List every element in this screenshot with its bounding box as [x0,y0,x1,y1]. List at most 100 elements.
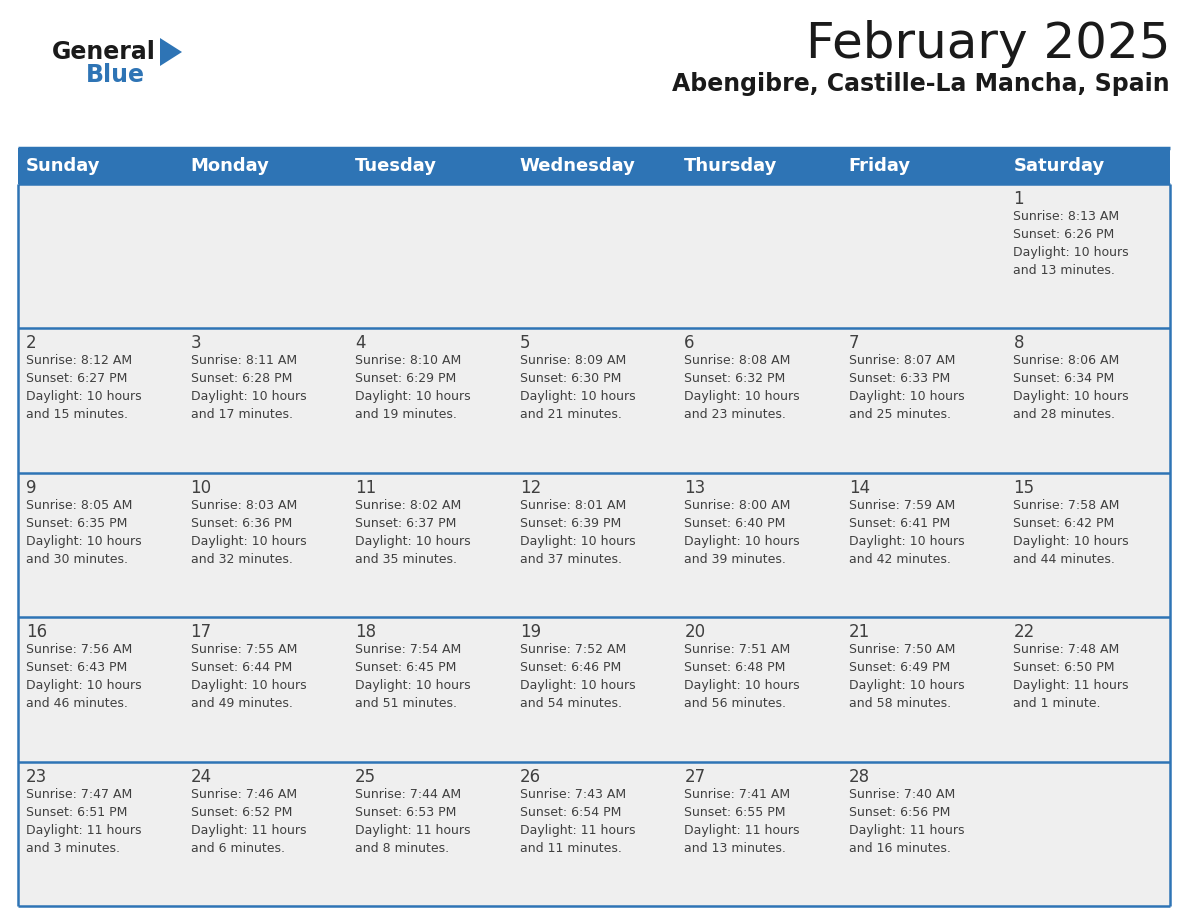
Bar [1005,148,1170,184]
Text: 23: 23 [26,767,48,786]
Bar [1005,617,1170,762]
Text: Friday: Friday [849,157,911,175]
Bar [841,184,1005,329]
Text: Sunrise: 7:58 AM
Sunset: 6:42 PM
Daylight: 10 hours
and 44 minutes.: Sunrise: 7:58 AM Sunset: 6:42 PM Dayligh… [1013,498,1129,565]
Polygon shape [160,38,182,66]
Bar [183,184,347,329]
Text: Sunrise: 8:13 AM
Sunset: 6:26 PM
Daylight: 10 hours
and 13 minutes.: Sunrise: 8:13 AM Sunset: 6:26 PM Dayligh… [1013,210,1129,277]
Text: 26: 26 [519,767,541,786]
Text: 16: 16 [26,623,48,641]
Text: 21: 21 [849,623,870,641]
Text: 22: 22 [1013,623,1035,641]
Text: Abengibre, Castille-La Mancha, Spain: Abengibre, Castille-La Mancha, Spain [672,72,1170,96]
Text: 15: 15 [1013,479,1035,497]
Text: 24: 24 [190,767,211,786]
Bar [347,329,512,473]
Bar [512,184,676,329]
Text: February 2025: February 2025 [805,20,1170,68]
Bar [841,762,1005,906]
Bar [18,473,183,617]
Bar [347,148,512,184]
Text: Sunrise: 7:46 AM
Sunset: 6:52 PM
Daylight: 11 hours
and 6 minutes.: Sunrise: 7:46 AM Sunset: 6:52 PM Dayligh… [190,788,307,855]
Bar [18,148,183,184]
Text: 6: 6 [684,334,695,353]
Text: 9: 9 [26,479,37,497]
Text: Sunrise: 7:51 AM
Sunset: 6:48 PM
Daylight: 10 hours
and 56 minutes.: Sunrise: 7:51 AM Sunset: 6:48 PM Dayligh… [684,644,800,711]
Text: 4: 4 [355,334,366,353]
Bar [676,617,841,762]
Bar [841,329,1005,473]
Text: 3: 3 [190,334,201,353]
Text: 14: 14 [849,479,870,497]
Text: Sunday: Sunday [26,157,101,175]
Text: 20: 20 [684,623,706,641]
Text: Sunrise: 8:10 AM
Sunset: 6:29 PM
Daylight: 10 hours
and 19 minutes.: Sunrise: 8:10 AM Sunset: 6:29 PM Dayligh… [355,354,470,421]
Text: Wednesday: Wednesday [519,157,636,175]
Text: Sunrise: 7:43 AM
Sunset: 6:54 PM
Daylight: 11 hours
and 11 minutes.: Sunrise: 7:43 AM Sunset: 6:54 PM Dayligh… [519,788,636,855]
Text: 18: 18 [355,623,377,641]
Text: Sunrise: 7:59 AM
Sunset: 6:41 PM
Daylight: 10 hours
and 42 minutes.: Sunrise: 7:59 AM Sunset: 6:41 PM Dayligh… [849,498,965,565]
Text: General: General [52,40,156,64]
Bar [841,473,1005,617]
Text: 11: 11 [355,479,377,497]
Text: Sunrise: 7:50 AM
Sunset: 6:49 PM
Daylight: 10 hours
and 58 minutes.: Sunrise: 7:50 AM Sunset: 6:49 PM Dayligh… [849,644,965,711]
Text: Sunrise: 8:11 AM
Sunset: 6:28 PM
Daylight: 10 hours
and 17 minutes.: Sunrise: 8:11 AM Sunset: 6:28 PM Dayligh… [190,354,307,421]
Bar [347,762,512,906]
Text: Sunrise: 8:06 AM
Sunset: 6:34 PM
Daylight: 10 hours
and 28 minutes.: Sunrise: 8:06 AM Sunset: 6:34 PM Dayligh… [1013,354,1129,421]
Bar [512,762,676,906]
Bar [841,617,1005,762]
Bar [183,148,347,184]
Text: Thursday: Thursday [684,157,778,175]
Text: Sunrise: 8:01 AM
Sunset: 6:39 PM
Daylight: 10 hours
and 37 minutes.: Sunrise: 8:01 AM Sunset: 6:39 PM Dayligh… [519,498,636,565]
Bar [1005,329,1170,473]
Bar [183,762,347,906]
Bar [347,473,512,617]
Text: Blue: Blue [86,63,145,87]
Text: Sunrise: 7:55 AM
Sunset: 6:44 PM
Daylight: 10 hours
and 49 minutes.: Sunrise: 7:55 AM Sunset: 6:44 PM Dayligh… [190,644,307,711]
Text: Sunrise: 8:12 AM
Sunset: 6:27 PM
Daylight: 10 hours
and 15 minutes.: Sunrise: 8:12 AM Sunset: 6:27 PM Dayligh… [26,354,141,421]
Text: 8: 8 [1013,334,1024,353]
Bar [512,148,676,184]
Text: Sunrise: 8:02 AM
Sunset: 6:37 PM
Daylight: 10 hours
and 35 minutes.: Sunrise: 8:02 AM Sunset: 6:37 PM Dayligh… [355,498,470,565]
Text: 5: 5 [519,334,530,353]
Text: Sunrise: 8:00 AM
Sunset: 6:40 PM
Daylight: 10 hours
and 39 minutes.: Sunrise: 8:00 AM Sunset: 6:40 PM Dayligh… [684,498,800,565]
Bar [1005,473,1170,617]
Bar [347,617,512,762]
Text: Sunrise: 7:56 AM
Sunset: 6:43 PM
Daylight: 10 hours
and 46 minutes.: Sunrise: 7:56 AM Sunset: 6:43 PM Dayligh… [26,644,141,711]
Text: Sunrise: 7:52 AM
Sunset: 6:46 PM
Daylight: 10 hours
and 54 minutes.: Sunrise: 7:52 AM Sunset: 6:46 PM Dayligh… [519,644,636,711]
Text: 13: 13 [684,479,706,497]
Text: Sunrise: 7:54 AM
Sunset: 6:45 PM
Daylight: 10 hours
and 51 minutes.: Sunrise: 7:54 AM Sunset: 6:45 PM Dayligh… [355,644,470,711]
Bar [18,329,183,473]
Text: Sunrise: 8:08 AM
Sunset: 6:32 PM
Daylight: 10 hours
and 23 minutes.: Sunrise: 8:08 AM Sunset: 6:32 PM Dayligh… [684,354,800,421]
Text: Sunrise: 7:47 AM
Sunset: 6:51 PM
Daylight: 11 hours
and 3 minutes.: Sunrise: 7:47 AM Sunset: 6:51 PM Dayligh… [26,788,141,855]
Text: Sunrise: 8:03 AM
Sunset: 6:36 PM
Daylight: 10 hours
and 32 minutes.: Sunrise: 8:03 AM Sunset: 6:36 PM Dayligh… [190,498,307,565]
Text: Tuesday: Tuesday [355,157,437,175]
Bar [512,329,676,473]
Bar [183,329,347,473]
Text: 1: 1 [1013,190,1024,208]
Bar [18,762,183,906]
Bar [347,184,512,329]
Text: 28: 28 [849,767,870,786]
Bar [676,329,841,473]
Bar [676,762,841,906]
Text: 2: 2 [26,334,37,353]
Bar [183,473,347,617]
Text: 7: 7 [849,334,859,353]
Text: Sunrise: 7:41 AM
Sunset: 6:55 PM
Daylight: 11 hours
and 13 minutes.: Sunrise: 7:41 AM Sunset: 6:55 PM Dayligh… [684,788,800,855]
Text: 17: 17 [190,623,211,641]
Bar [1005,762,1170,906]
Bar [18,617,183,762]
Bar [676,148,841,184]
Text: 10: 10 [190,479,211,497]
Text: Sunrise: 7:44 AM
Sunset: 6:53 PM
Daylight: 11 hours
and 8 minutes.: Sunrise: 7:44 AM Sunset: 6:53 PM Dayligh… [355,788,470,855]
Bar [676,184,841,329]
Bar [18,184,183,329]
Bar [841,148,1005,184]
Text: Sunrise: 8:07 AM
Sunset: 6:33 PM
Daylight: 10 hours
and 25 minutes.: Sunrise: 8:07 AM Sunset: 6:33 PM Dayligh… [849,354,965,421]
Bar [1005,184,1170,329]
Bar [676,473,841,617]
Text: Monday: Monday [190,157,270,175]
Bar [512,473,676,617]
Text: 12: 12 [519,479,541,497]
